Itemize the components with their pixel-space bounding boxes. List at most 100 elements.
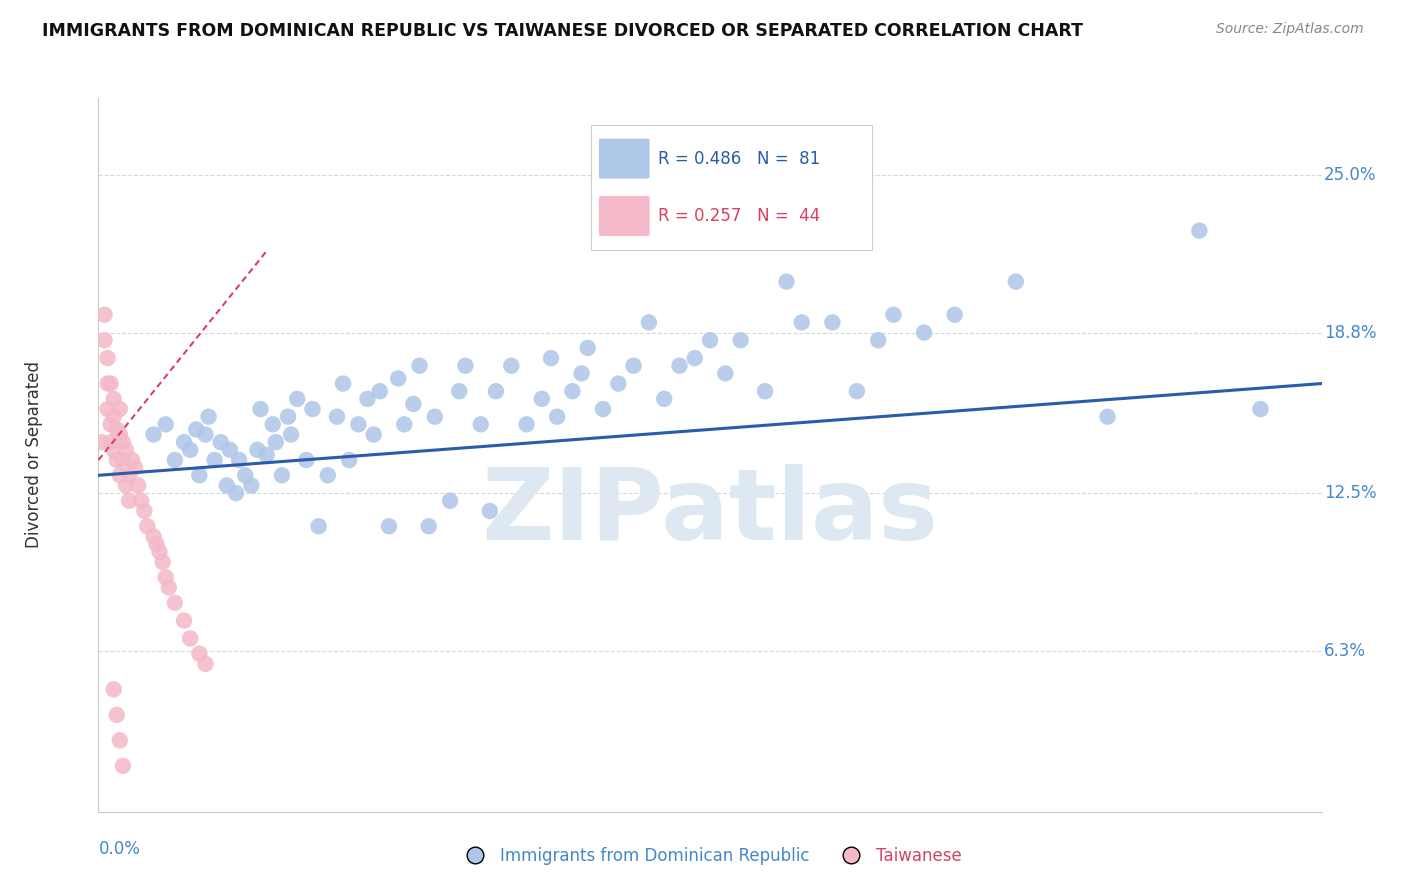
Text: IMMIGRANTS FROM DOMINICAN REPUBLIC VS TAIWANESE DIVORCED OR SEPARATED CORRELATIO: IMMIGRANTS FROM DOMINICAN REPUBLIC VS TA… bbox=[42, 22, 1083, 40]
Point bbox=[368, 384, 391, 399]
Text: 25.0%: 25.0% bbox=[1324, 166, 1376, 184]
Point bbox=[194, 657, 217, 671]
Point bbox=[912, 326, 935, 340]
Point bbox=[308, 519, 330, 533]
Point bbox=[194, 427, 217, 442]
Point bbox=[127, 478, 149, 492]
Point bbox=[209, 435, 232, 450]
Point bbox=[149, 545, 172, 559]
Point bbox=[301, 402, 323, 417]
Point bbox=[173, 435, 195, 450]
Point bbox=[108, 468, 131, 483]
Point bbox=[186, 422, 208, 436]
Text: Divorced or Separated: Divorced or Separated bbox=[25, 361, 44, 549]
Point bbox=[100, 376, 122, 391]
Point bbox=[347, 417, 370, 432]
Text: 0.0%: 0.0% bbox=[98, 840, 141, 858]
Point bbox=[111, 435, 134, 450]
Text: 18.8%: 18.8% bbox=[1324, 324, 1376, 342]
Point bbox=[546, 409, 568, 424]
Text: ZIPatlas: ZIPatlas bbox=[482, 464, 938, 560]
Point bbox=[108, 402, 131, 417]
Point bbox=[103, 409, 125, 424]
Point bbox=[449, 384, 471, 399]
Point bbox=[129, 493, 152, 508]
Point bbox=[337, 453, 360, 467]
Point bbox=[516, 417, 538, 432]
Point bbox=[93, 333, 115, 347]
Point bbox=[103, 442, 125, 457]
Point bbox=[652, 392, 675, 406]
Point bbox=[111, 759, 134, 773]
Point bbox=[754, 384, 776, 399]
Point bbox=[225, 486, 247, 500]
Point bbox=[197, 409, 219, 424]
Point bbox=[408, 359, 430, 373]
Point bbox=[155, 417, 177, 432]
Point bbox=[402, 397, 425, 411]
Point bbox=[97, 402, 120, 417]
Point bbox=[576, 341, 599, 355]
Point bbox=[530, 392, 553, 406]
Point bbox=[439, 493, 461, 508]
Point bbox=[561, 384, 583, 399]
Point bbox=[115, 442, 138, 457]
Point bbox=[868, 333, 890, 347]
Point bbox=[378, 519, 401, 533]
Point bbox=[240, 478, 263, 492]
Point bbox=[714, 367, 737, 381]
Point bbox=[592, 402, 614, 417]
Point bbox=[540, 351, 562, 365]
Point bbox=[93, 308, 115, 322]
Point bbox=[1249, 402, 1271, 417]
Point bbox=[775, 275, 797, 289]
Text: R = 0.486   N =  81: R = 0.486 N = 81 bbox=[658, 150, 820, 168]
Point bbox=[105, 422, 128, 436]
Point bbox=[454, 359, 477, 373]
Point bbox=[883, 308, 905, 322]
Point bbox=[1188, 224, 1211, 238]
Point bbox=[280, 427, 302, 442]
Point bbox=[683, 351, 706, 365]
Point bbox=[121, 453, 143, 467]
Point bbox=[105, 707, 128, 722]
Point bbox=[470, 417, 492, 432]
Point bbox=[124, 460, 146, 475]
Point bbox=[103, 682, 125, 697]
Point bbox=[637, 315, 661, 329]
Point bbox=[90, 435, 112, 450]
Point bbox=[326, 409, 349, 424]
Point bbox=[115, 478, 138, 492]
Point bbox=[163, 596, 186, 610]
Point bbox=[790, 315, 813, 329]
Point bbox=[1097, 409, 1119, 424]
Point bbox=[501, 359, 523, 373]
Legend: Immigrants from Dominican Republic, Taiwanese: Immigrants from Dominican Republic, Taiw… bbox=[451, 840, 969, 871]
Point bbox=[179, 442, 201, 457]
Point bbox=[485, 384, 508, 399]
Point bbox=[103, 392, 125, 406]
Point bbox=[423, 409, 446, 424]
Point bbox=[157, 581, 180, 595]
Point bbox=[295, 453, 318, 467]
Text: 6.3%: 6.3% bbox=[1324, 642, 1367, 660]
Point bbox=[100, 435, 122, 450]
Point bbox=[418, 519, 440, 533]
Text: R = 0.257   N =  44: R = 0.257 N = 44 bbox=[658, 207, 820, 225]
FancyBboxPatch shape bbox=[599, 138, 650, 178]
Point bbox=[105, 453, 128, 467]
Point bbox=[387, 371, 409, 385]
FancyBboxPatch shape bbox=[599, 196, 650, 236]
Point bbox=[111, 453, 134, 467]
Point bbox=[97, 351, 120, 365]
Point bbox=[173, 614, 195, 628]
Point bbox=[943, 308, 966, 322]
Point bbox=[108, 733, 131, 747]
Point bbox=[108, 427, 131, 442]
Point bbox=[97, 376, 120, 391]
Point bbox=[623, 359, 645, 373]
Point bbox=[607, 376, 630, 391]
Text: 12.5%: 12.5% bbox=[1324, 484, 1376, 502]
Point bbox=[249, 402, 271, 417]
Point bbox=[332, 376, 354, 391]
